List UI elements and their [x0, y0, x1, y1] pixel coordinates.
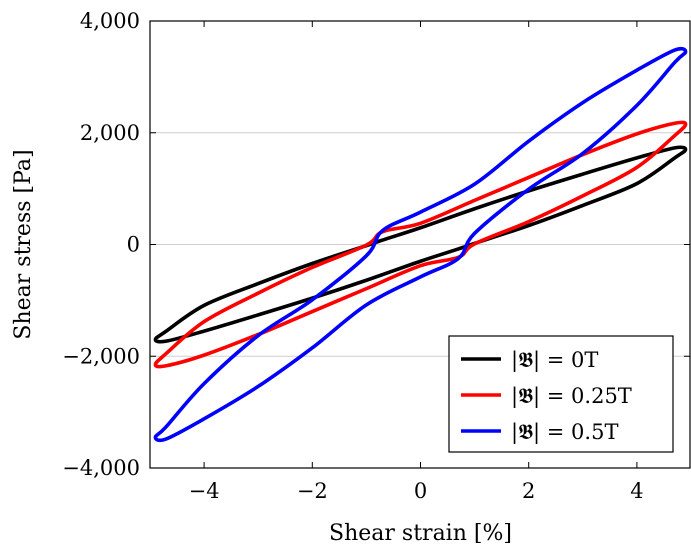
series-loop-0 — [153, 145, 688, 344]
series-loop-2 — [153, 46, 688, 443]
legend-label: |𝕭| = 0.25T — [511, 384, 632, 409]
series-layer — [153, 46, 688, 443]
legend: |𝕭| = 0T |𝕭| = 0.25T |𝕭| = 0.5T — [448, 335, 674, 453]
y-tick-label: 4,000 — [80, 9, 140, 33]
y-tick-label: −4,000 — [62, 456, 140, 480]
y-axis-title: Shear stress [Pa] — [11, 149, 36, 339]
x-tick-label: 4 — [630, 479, 643, 503]
x-tick-label: 2 — [522, 479, 535, 503]
x-tick-label: −4 — [189, 479, 220, 503]
y-tick-label: −2,000 — [62, 344, 140, 368]
plot-frame — [149, 20, 691, 469]
legend-label: |𝕭| = 0.5T — [511, 420, 618, 445]
x-tick-label: 0 — [414, 479, 427, 503]
x-tick-label: −2 — [297, 479, 328, 503]
y-tick-label: 0 — [127, 233, 140, 257]
y-tick-label: 2,000 — [80, 121, 140, 145]
series-loop-1 — [153, 120, 688, 369]
legend-label: |𝕭| = 0T — [511, 348, 598, 373]
axis-ticks: −4 −2 0 2 4 −4,000 −2,000 0 2,000 4,000 — [62, 9, 690, 503]
x-axis-title: Shear strain [%] — [329, 521, 512, 546]
